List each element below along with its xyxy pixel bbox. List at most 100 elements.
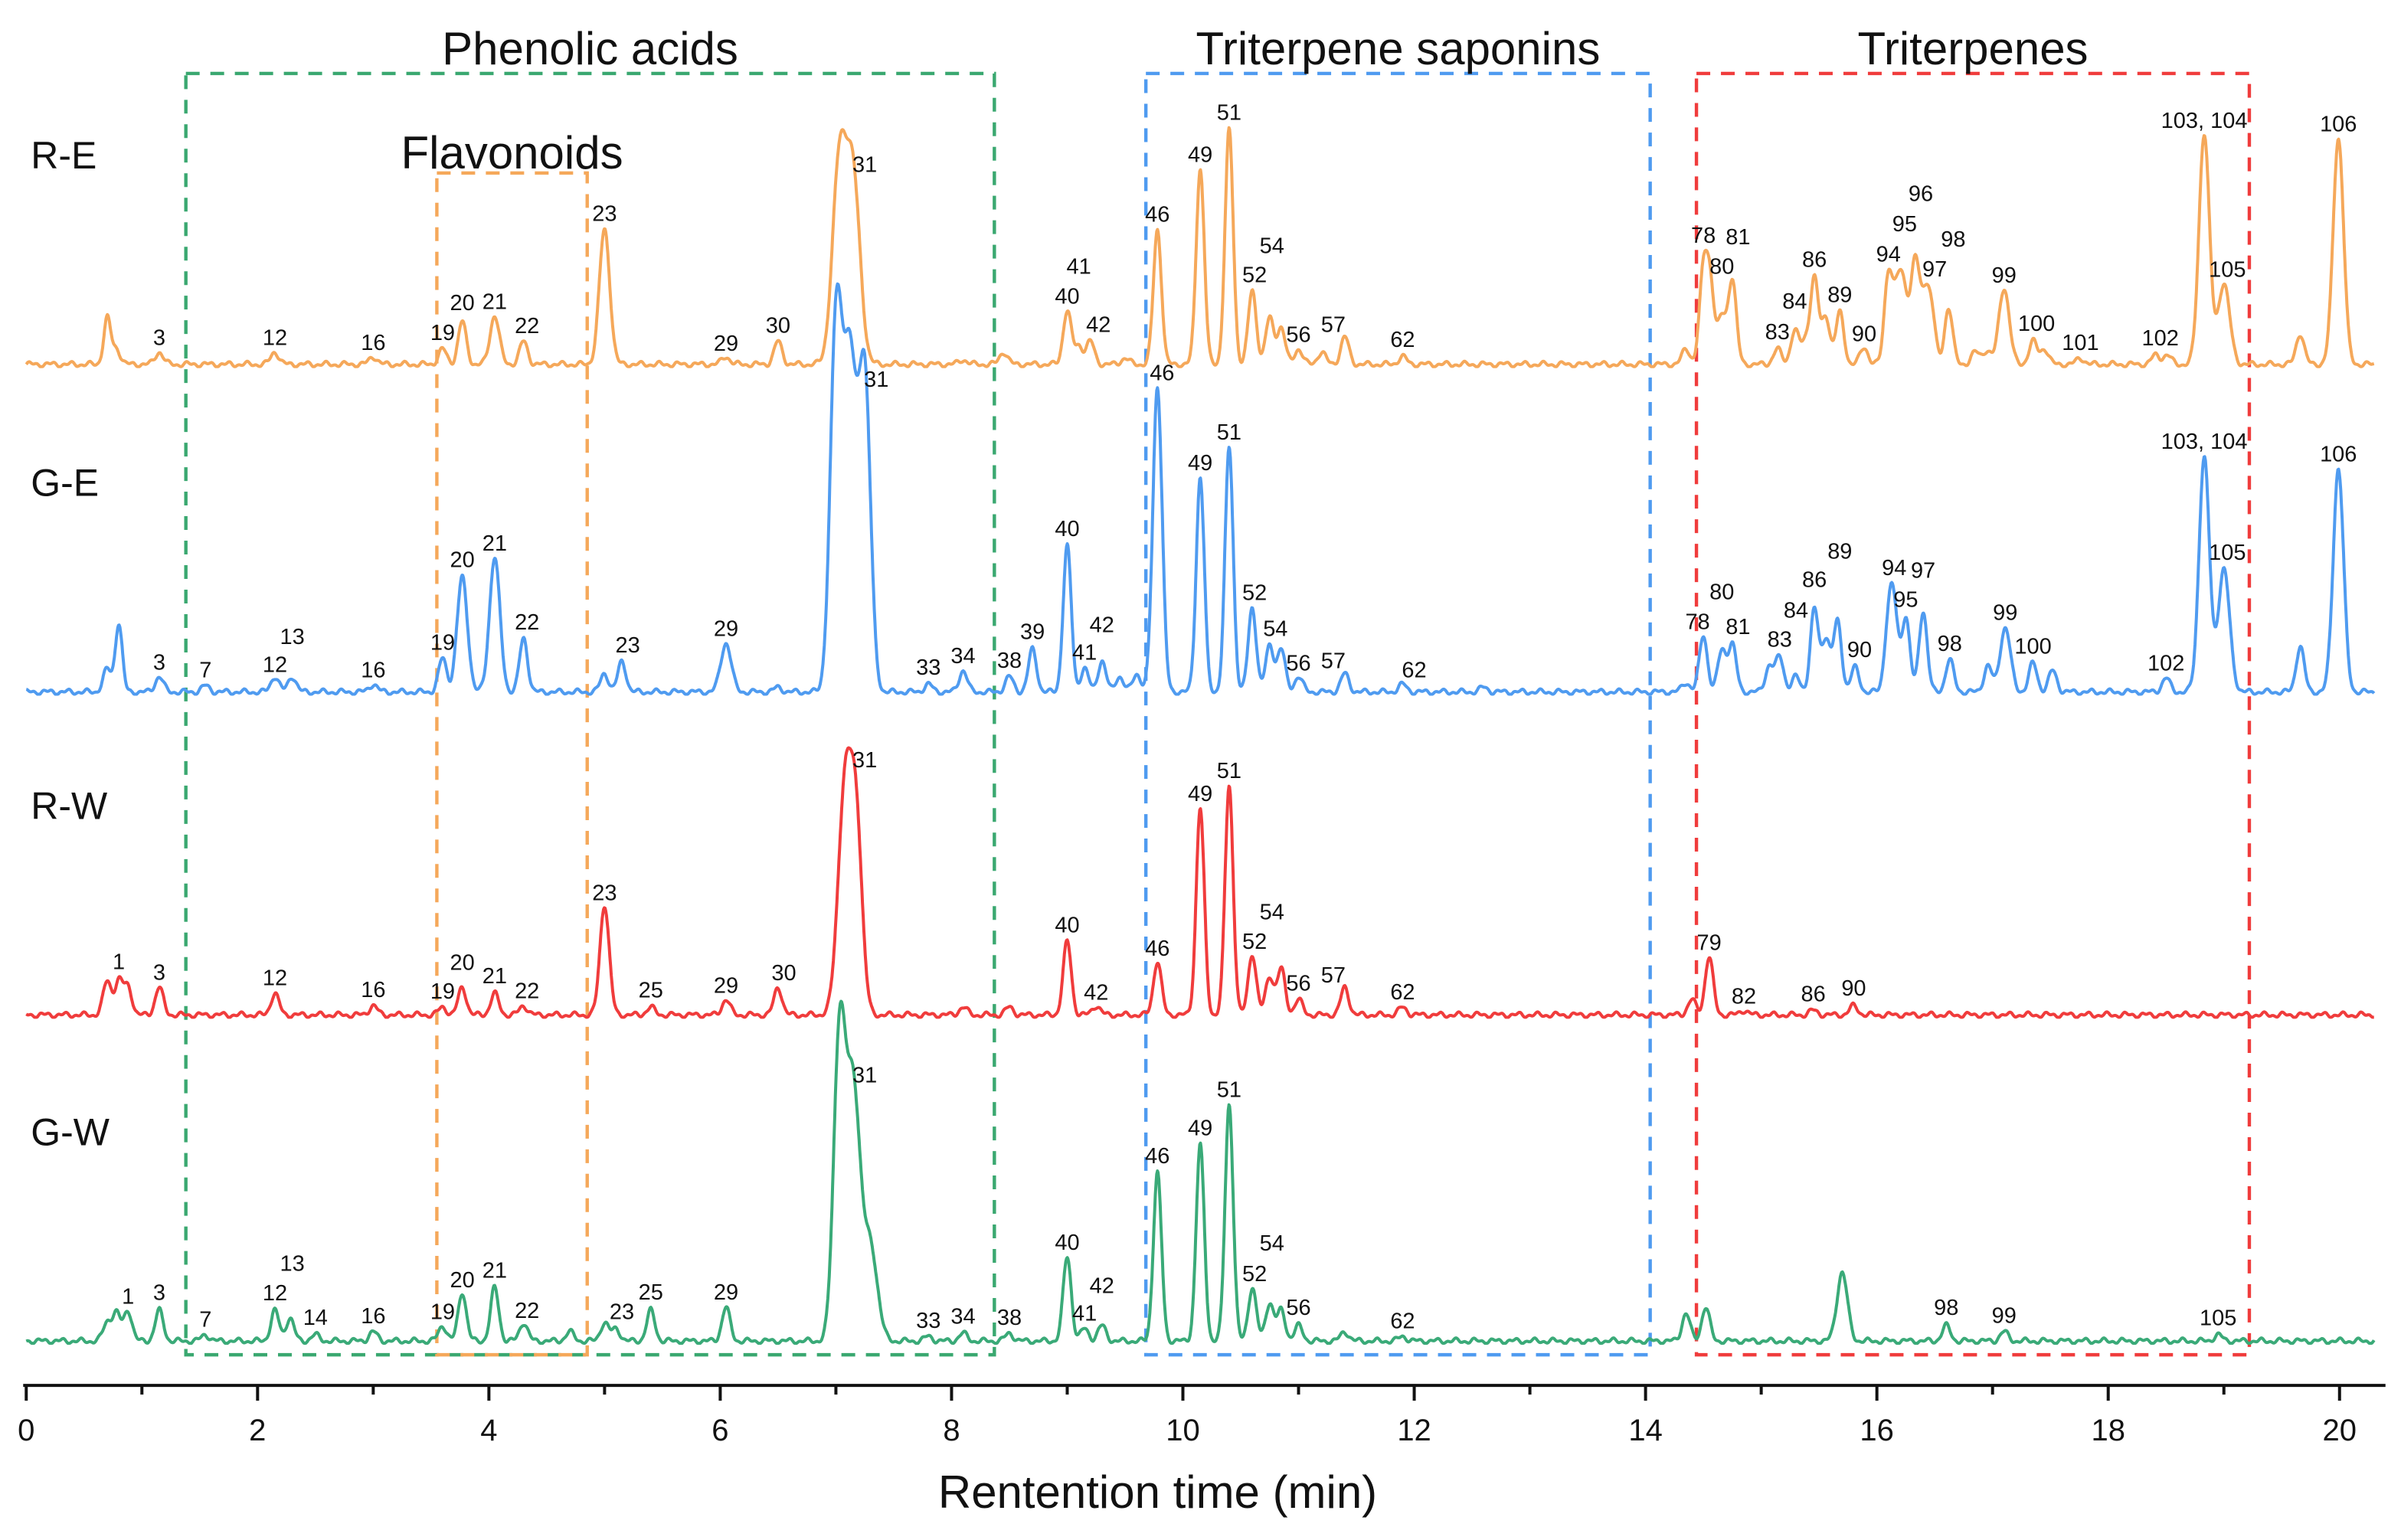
peak-label: 23: [610, 1300, 634, 1325]
peak-label: 52: [1242, 263, 1267, 287]
peak-label: 13: [280, 625, 305, 649]
peak-label: 98: [1934, 1296, 1958, 1320]
peak-label: 25: [639, 1280, 663, 1305]
peak-label: 34: [950, 644, 975, 669]
peak-label: 89: [1827, 539, 1852, 564]
peak-label: 86: [1801, 983, 1825, 1007]
x-axis-label: Rentention time (min): [938, 1466, 1377, 1518]
peak-label: 39: [1020, 620, 1045, 644]
peak-label: 101: [2062, 331, 2098, 355]
peak-label: 86: [1802, 568, 1827, 593]
peak-label: 84: [1784, 598, 1808, 623]
peak-label: 31: [852, 1064, 877, 1088]
peak-label: 52: [1242, 930, 1267, 954]
peak-label: 51: [1217, 1077, 1241, 1102]
peak-label: 56: [1286, 1296, 1310, 1320]
peak-label: 16: [361, 331, 385, 355]
trace-g-e: G-E 3 7 12 13 16 19 20 21 22 23 29 31 33 34 38 39 40 41 42 4…: [25, 282, 2376, 696]
peak-label: 12: [263, 1281, 287, 1306]
x-tick-label: 14: [1628, 1414, 1662, 1447]
peak-label: 31: [852, 748, 877, 773]
peak-label: 19: [430, 321, 455, 345]
peak-label: 62: [1390, 980, 1415, 1005]
peak-label: 90: [1841, 976, 1866, 1001]
peak-label: 20: [450, 951, 475, 976]
peak-label: 100: [2014, 635, 2051, 659]
peak-label: 98: [1941, 227, 1965, 252]
x-tick-label: 16: [1860, 1414, 1893, 1447]
trace-line: [25, 126, 2375, 368]
class-box-title: Phenolic acids: [442, 23, 738, 74]
class-box: [184, 71, 996, 1357]
class-box: [435, 171, 589, 1357]
peak-label: 90: [1847, 638, 1872, 662]
peak-label: 103, 104: [2161, 430, 2248, 454]
peak-label: 30: [771, 961, 796, 986]
peak-label: 95: [1892, 212, 1917, 237]
peak-label: 83: [1768, 628, 1792, 652]
peak-label: 34: [950, 1304, 975, 1329]
peak-label: 31: [864, 368, 888, 392]
peak-label: 21: [482, 531, 507, 556]
peak-label: 57: [1321, 313, 1346, 338]
peak-label: 54: [1263, 617, 1287, 642]
x-tick-label: 10: [1166, 1414, 1199, 1447]
peak-label: 90: [1852, 322, 1876, 347]
peak-label: 42: [1084, 981, 1108, 1005]
peak-label: 46: [1150, 361, 1174, 385]
peak-label: 51: [1217, 420, 1241, 445]
x-tick-label: 0: [18, 1414, 34, 1447]
peak-label: 54: [1260, 234, 1284, 259]
trace-name: G-W: [31, 1110, 110, 1153]
peak-label: 22: [515, 314, 539, 338]
class-box: [1694, 71, 2252, 1357]
peak-label: 22: [515, 610, 539, 635]
x-axis: 0 2 4 6 8 10 12 14 16 18 20: [18, 1384, 2386, 1447]
peak-label: 62: [1390, 1309, 1415, 1334]
peak-label: 57: [1321, 963, 1346, 988]
peak-label: 3: [153, 1280, 165, 1305]
peak-label: 56: [1286, 323, 1310, 348]
peak-label: 21: [482, 964, 507, 989]
peak-label: 22: [515, 1299, 539, 1323]
peak-label: 29: [714, 616, 738, 641]
peak-label: 62: [1390, 328, 1415, 352]
trace-line: [25, 746, 2375, 1019]
peak-label: 3: [153, 651, 165, 675]
peak-label: 12: [263, 325, 287, 350]
peak-label: 95: [1893, 588, 1918, 613]
peak-label: 42: [1090, 1274, 1114, 1298]
trace-line: [25, 999, 2376, 1345]
peak-label: 56: [1286, 971, 1310, 996]
peak-label: 1: [113, 950, 125, 974]
peak-label: 102: [2142, 326, 2179, 351]
peak-label: 98: [1938, 632, 1962, 656]
peak-label: 99: [1993, 600, 2017, 625]
peak-label: 54: [1260, 901, 1284, 925]
peak-label: 100: [2018, 312, 2055, 336]
peak-label: 29: [714, 974, 738, 999]
peak-label: 40: [1055, 913, 1079, 937]
peak-label: 1: [122, 1284, 134, 1309]
x-tick-label: 12: [1397, 1414, 1431, 1447]
peak-label: 31: [852, 153, 877, 178]
peak-label: 99: [1992, 263, 2017, 288]
peak-label: 62: [1402, 659, 1426, 683]
class-box-title: Flavonoids: [401, 127, 623, 178]
peak-label: 80: [1709, 255, 1734, 280]
peak-label: 46: [1145, 1144, 1169, 1169]
peak-label: 51: [1217, 759, 1241, 783]
peak-label: 80: [1709, 580, 1734, 604]
peak-label: 20: [450, 291, 475, 316]
peak-label: 40: [1055, 517, 1079, 541]
peak-label: 96: [1909, 181, 1933, 206]
peak-label: 51: [1217, 100, 1241, 125]
peak-label: 79: [1697, 931, 1722, 956]
peak-label: 30: [766, 314, 790, 338]
peak-label: 49: [1188, 782, 1212, 806]
peak-label: 38: [997, 649, 1022, 673]
peak-label: 19: [430, 979, 455, 1004]
